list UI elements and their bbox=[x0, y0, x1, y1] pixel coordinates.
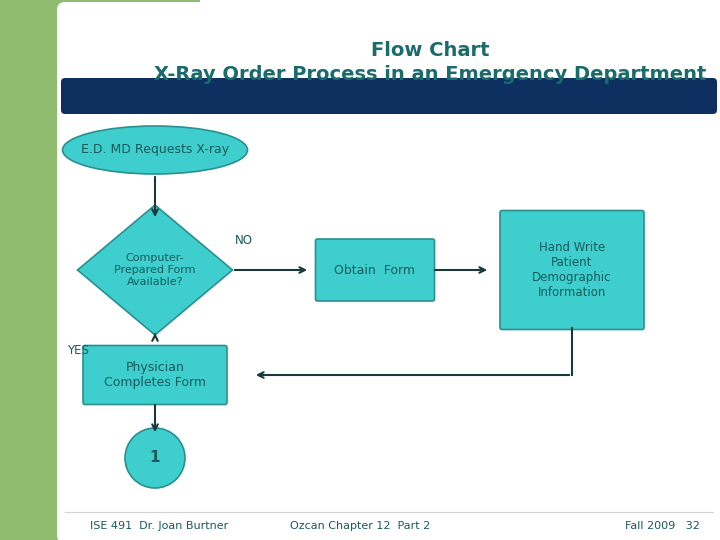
FancyBboxPatch shape bbox=[61, 78, 717, 114]
FancyBboxPatch shape bbox=[500, 211, 644, 329]
Circle shape bbox=[125, 428, 185, 488]
Text: X-Ray Order Process in an Emergency Department: X-Ray Order Process in an Emergency Depa… bbox=[154, 65, 706, 84]
Text: ISE 491  Dr. Joan Burtner: ISE 491 Dr. Joan Burtner bbox=[90, 521, 228, 531]
Polygon shape bbox=[78, 205, 233, 335]
FancyBboxPatch shape bbox=[315, 239, 434, 301]
FancyBboxPatch shape bbox=[57, 2, 720, 540]
Text: 1: 1 bbox=[150, 450, 161, 465]
Text: Fall 2009   32: Fall 2009 32 bbox=[625, 521, 700, 531]
Ellipse shape bbox=[63, 126, 248, 174]
Text: Obtain  Form: Obtain Form bbox=[335, 264, 415, 276]
Polygon shape bbox=[0, 0, 200, 150]
Text: Flow Chart: Flow Chart bbox=[371, 40, 490, 59]
FancyBboxPatch shape bbox=[83, 346, 227, 404]
Text: Physician
Completes Form: Physician Completes Form bbox=[104, 361, 206, 389]
Text: Hand Write
Patient
Demographic
Information: Hand Write Patient Demographic Informati… bbox=[532, 241, 612, 299]
Text: NO: NO bbox=[235, 233, 253, 246]
Text: Computer-
Prepared Form
Available?: Computer- Prepared Form Available? bbox=[114, 253, 196, 287]
Polygon shape bbox=[0, 0, 60, 540]
Text: Ozcan Chapter 12  Part 2: Ozcan Chapter 12 Part 2 bbox=[290, 521, 430, 531]
Text: E.D. MD Requests X-ray: E.D. MD Requests X-ray bbox=[81, 144, 229, 157]
Text: YES: YES bbox=[67, 343, 89, 356]
